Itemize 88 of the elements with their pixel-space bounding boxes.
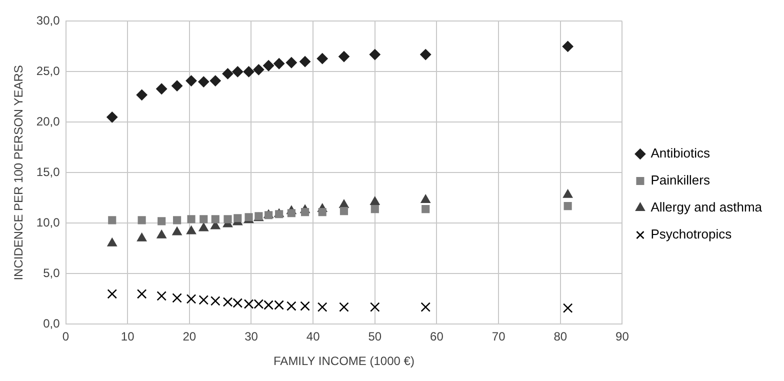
- legend-label: Allergy and asthma: [650, 200, 763, 215]
- point: [564, 202, 572, 210]
- point: [232, 66, 244, 78]
- point: [562, 303, 573, 313]
- x-tick-label: 20: [182, 330, 196, 344]
- point: [370, 205, 379, 214]
- point: [420, 194, 430, 203]
- point: [210, 296, 220, 306]
- point: [274, 300, 284, 310]
- point: [222, 68, 234, 80]
- point: [234, 214, 242, 222]
- x-tick-label: 40: [306, 330, 320, 344]
- point: [198, 295, 209, 305]
- point: [136, 232, 147, 242]
- point: [106, 112, 118, 123]
- point: [200, 215, 208, 224]
- point: [301, 208, 310, 216]
- point: [156, 230, 166, 238]
- point: [210, 75, 221, 86]
- point: [232, 298, 243, 308]
- point: [370, 196, 380, 205]
- point: [156, 83, 168, 94]
- y-axis-title: INCIDENCE PER 100 PERSON YEARS: [12, 65, 26, 280]
- point: [186, 75, 197, 86]
- y-tick-label: 20,0: [36, 114, 60, 129]
- legend-label: Painkillers: [650, 172, 710, 188]
- point: [369, 49, 380, 60]
- point: [187, 215, 196, 224]
- point: [338, 51, 350, 62]
- x-tick-label: 80: [554, 330, 568, 344]
- y-tick-label: 15,0: [36, 165, 60, 180]
- point: [138, 216, 146, 224]
- point: [173, 216, 182, 224]
- point: [107, 289, 118, 299]
- point: [198, 222, 208, 232]
- point: [286, 57, 297, 68]
- y-tick-label: 30,0: [36, 14, 60, 28]
- point: [370, 302, 380, 312]
- x-tick-label: 10: [120, 330, 135, 344]
- point: [422, 205, 430, 214]
- y-tick-label: 0,0: [43, 316, 60, 331]
- point: [172, 80, 183, 92]
- point: [286, 301, 296, 311]
- x-axis-title: FAMILY INCOME (1000 €): [274, 354, 414, 368]
- point: [300, 301, 310, 311]
- point: [420, 49, 432, 60]
- point: [224, 215, 232, 224]
- point: [172, 226, 182, 236]
- point: [300, 56, 311, 68]
- point: [253, 64, 264, 76]
- x-tick-label: 60: [430, 330, 444, 344]
- point: [158, 217, 166, 226]
- point: [318, 208, 326, 216]
- x-tick-label: 30: [244, 330, 258, 344]
- point: [136, 89, 148, 100]
- point: [562, 40, 574, 52]
- point: [244, 299, 254, 309]
- y-tick-label: 10,0: [36, 216, 60, 230]
- point: [562, 189, 573, 198]
- x-tick-label: 70: [492, 330, 506, 344]
- point: [263, 60, 274, 72]
- point: [186, 294, 196, 304]
- point: [156, 291, 166, 301]
- x-tick-label: 90: [616, 330, 630, 344]
- point: [287, 209, 296, 218]
- point: [186, 226, 196, 234]
- point: [254, 299, 264, 309]
- point: [222, 297, 233, 307]
- point: [274, 58, 285, 70]
- point: [211, 215, 220, 224]
- point: [317, 302, 328, 312]
- x-tick-label: 50: [368, 330, 382, 344]
- point: [340, 207, 348, 216]
- point: [198, 76, 210, 88]
- point: [136, 289, 147, 299]
- point: [107, 238, 117, 246]
- point: [108, 216, 116, 224]
- point: [420, 302, 430, 312]
- y-tick-label: 5,0: [43, 266, 60, 280]
- point: [264, 300, 274, 310]
- y-tick-label: 25,0: [36, 64, 60, 78]
- point: [243, 66, 254, 78]
- point: [172, 293, 182, 303]
- point: [316, 53, 328, 64]
- legend-label: Psychotropics: [650, 226, 732, 242]
- point: [339, 302, 349, 312]
- x-tick-label: 0: [62, 330, 70, 344]
- legend-label: Antibiotics: [650, 146, 710, 161]
